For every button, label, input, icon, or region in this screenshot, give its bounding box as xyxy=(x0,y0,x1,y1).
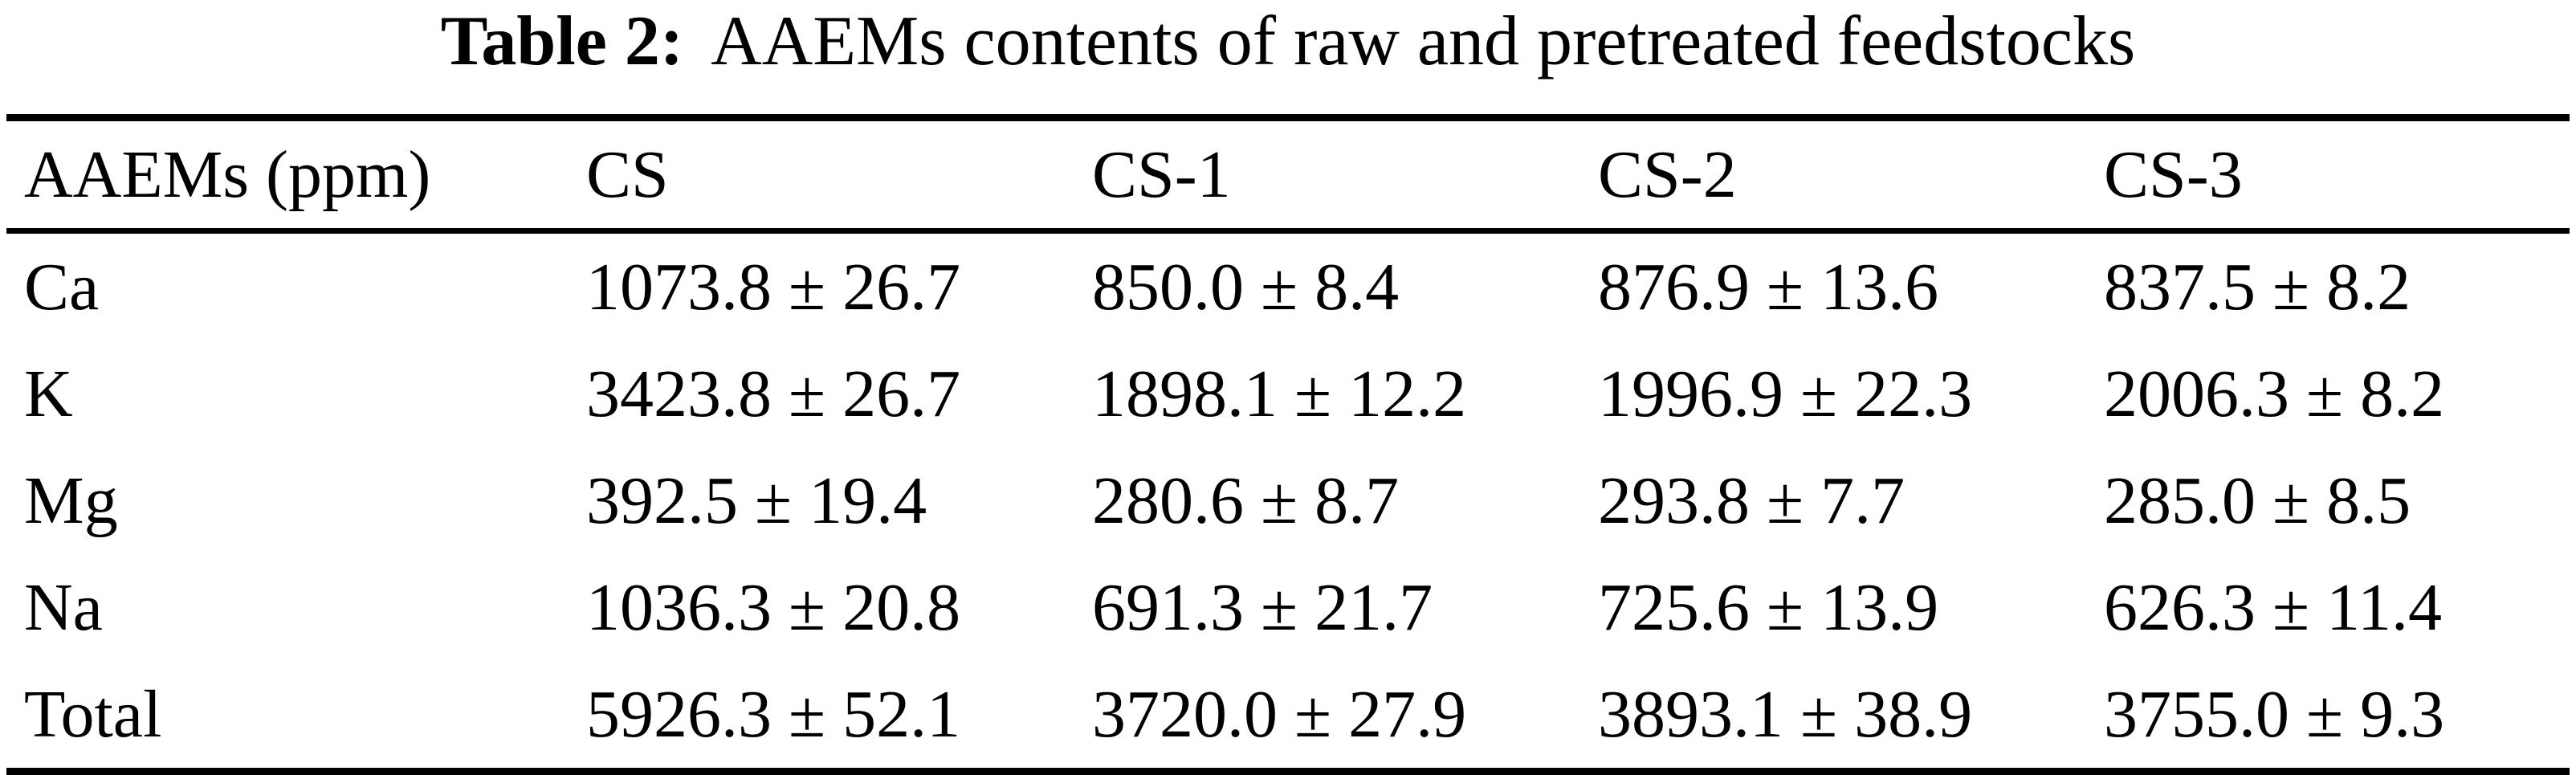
column-header-aaems-ppm: AAEMs (ppm) xyxy=(6,117,586,234)
table-caption: Table 2: AAEMs contents of raw and pretre… xyxy=(0,0,2576,114)
cell-value: 392.5 ± 19.4 xyxy=(586,463,927,538)
row-label: Ca xyxy=(24,250,100,324)
column-header-cs: CS xyxy=(586,117,1092,234)
cell-value: 5926.3 ± 52.1 xyxy=(586,677,961,752)
table-row: Na 1036.3 ± 20.8 691.3 ± 21.7 725.6 ± 13.9 6… xyxy=(6,554,2570,661)
table-row: K 3423.8 ± 26.7 1898.1 ± 12.2 1996.9 ± 22.3… xyxy=(6,341,2570,447)
cell-value: 3755.0 ± 9.3 xyxy=(2104,677,2445,752)
table-header: AAEMs (ppm) CS CS-1 CS-2 CS-3 xyxy=(6,117,2570,234)
cell-value: 850.0 ± 8.4 xyxy=(1092,250,1400,324)
cell-value: 1036.3 ± 20.8 xyxy=(586,570,961,645)
cell-value: 3423.8 ± 26.7 xyxy=(586,357,961,431)
row-label: Total xyxy=(24,677,162,752)
aaem-contents-table: AAEMs (ppm) CS CS-1 CS-2 CS-3 Ca 1073.8 ±… xyxy=(6,114,2570,775)
column-header-cs-3: CS-3 xyxy=(2104,117,2570,234)
cell-value: 1073.8 ± 26.7 xyxy=(586,250,961,324)
column-header-cs-1: CS-1 xyxy=(1092,117,1598,234)
cell-value: 2006.3 ± 8.2 xyxy=(2104,357,2445,431)
table-caption-text: AAEMs contents of raw and pretreated fee… xyxy=(711,2,2136,80)
table-body: Ca 1073.8 ± 26.7 850.0 ± 8.4 876.9 ± 13.6 83… xyxy=(6,231,2570,773)
cell-value: 837.5 ± 8.2 xyxy=(2104,250,2411,324)
cell-value: 1996.9 ± 22.3 xyxy=(1598,357,1973,431)
cell-value: 725.6 ± 13.9 xyxy=(1598,570,1939,645)
table-row: Mg 392.5 ± 19.4 280.6 ± 8.7 293.8 ± 7.7 285.… xyxy=(6,447,2570,554)
table-row: Ca 1073.8 ± 26.7 850.0 ± 8.4 876.9 ± 13.6 83… xyxy=(6,231,2570,341)
row-label: K xyxy=(24,357,73,431)
cell-value: 293.8 ± 7.7 xyxy=(1598,463,1906,538)
row-label: Mg xyxy=(24,463,118,538)
cell-value: 691.3 ± 21.7 xyxy=(1092,570,1433,645)
cell-value: 876.9 ± 13.6 xyxy=(1598,250,1939,324)
table-header-row: AAEMs (ppm) CS CS-1 CS-2 CS-3 xyxy=(6,117,2570,234)
cell-value: 285.0 ± 8.5 xyxy=(2104,463,2411,538)
row-label: Na xyxy=(24,570,103,645)
cell-value: 3893.1 ± 38.9 xyxy=(1598,677,1973,752)
table-caption-label: Table 2: xyxy=(440,2,684,80)
cell-value: 626.3 ± 11.4 xyxy=(2104,570,2442,645)
column-header-cs-2: CS-2 xyxy=(1598,117,2104,234)
cell-value: 1898.1 ± 12.2 xyxy=(1092,357,1467,431)
table-row: Total 5926.3 ± 52.1 3720.0 ± 27.9 3893.1 ± … xyxy=(6,661,2570,772)
cell-value: 280.6 ± 8.7 xyxy=(1092,463,1400,538)
cell-value: 3720.0 ± 27.9 xyxy=(1092,677,1467,752)
